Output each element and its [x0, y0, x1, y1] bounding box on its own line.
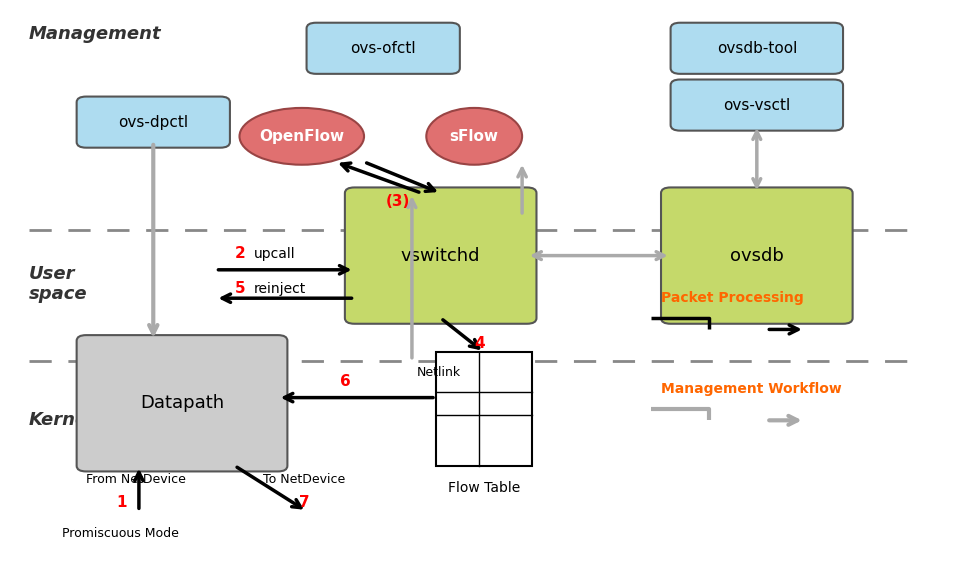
Ellipse shape — [426, 108, 522, 165]
FancyBboxPatch shape — [307, 23, 460, 74]
Text: From NetDevice: From NetDevice — [86, 474, 186, 486]
Text: sFlow: sFlow — [449, 129, 499, 144]
Text: Datapath: Datapath — [140, 394, 224, 412]
Text: ovs-vsctl: ovs-vsctl — [723, 98, 790, 112]
Text: To NetDevice: To NetDevice — [263, 474, 346, 486]
Text: 5: 5 — [235, 282, 245, 296]
Text: vswitchd: vswitchd — [401, 247, 480, 265]
FancyBboxPatch shape — [77, 335, 287, 471]
FancyBboxPatch shape — [77, 97, 230, 148]
Text: Netlink: Netlink — [417, 366, 461, 379]
FancyBboxPatch shape — [671, 80, 843, 131]
Text: 7: 7 — [299, 495, 310, 510]
Text: ovs-dpctl: ovs-dpctl — [118, 115, 189, 130]
Text: Flow Table: Flow Table — [447, 482, 520, 495]
Text: 2: 2 — [235, 247, 245, 261]
Text: Packet Processing: Packet Processing — [661, 291, 804, 305]
Text: Promiscuous Mode: Promiscuous Mode — [62, 528, 179, 540]
Text: (3): (3) — [385, 194, 410, 209]
Text: ovsdb: ovsdb — [730, 247, 784, 265]
Text: Management: Management — [29, 25, 161, 43]
Text: ovsdb-tool: ovsdb-tool — [717, 41, 797, 56]
Text: Management Workflow: Management Workflow — [661, 382, 842, 396]
FancyBboxPatch shape — [661, 187, 853, 324]
Text: ovs-ofctl: ovs-ofctl — [351, 41, 416, 56]
Text: reinject: reinject — [254, 282, 307, 296]
Text: OpenFlow: OpenFlow — [260, 129, 344, 144]
Text: User
space: User space — [29, 265, 87, 303]
Text: 4: 4 — [474, 336, 485, 351]
FancyBboxPatch shape — [671, 23, 843, 74]
Ellipse shape — [240, 108, 364, 165]
Text: 6: 6 — [339, 374, 351, 389]
Text: 1: 1 — [117, 495, 126, 510]
Text: upcall: upcall — [254, 247, 295, 261]
Text: Kernel: Kernel — [29, 411, 94, 429]
Bar — [436, 352, 532, 466]
FancyBboxPatch shape — [345, 187, 536, 324]
